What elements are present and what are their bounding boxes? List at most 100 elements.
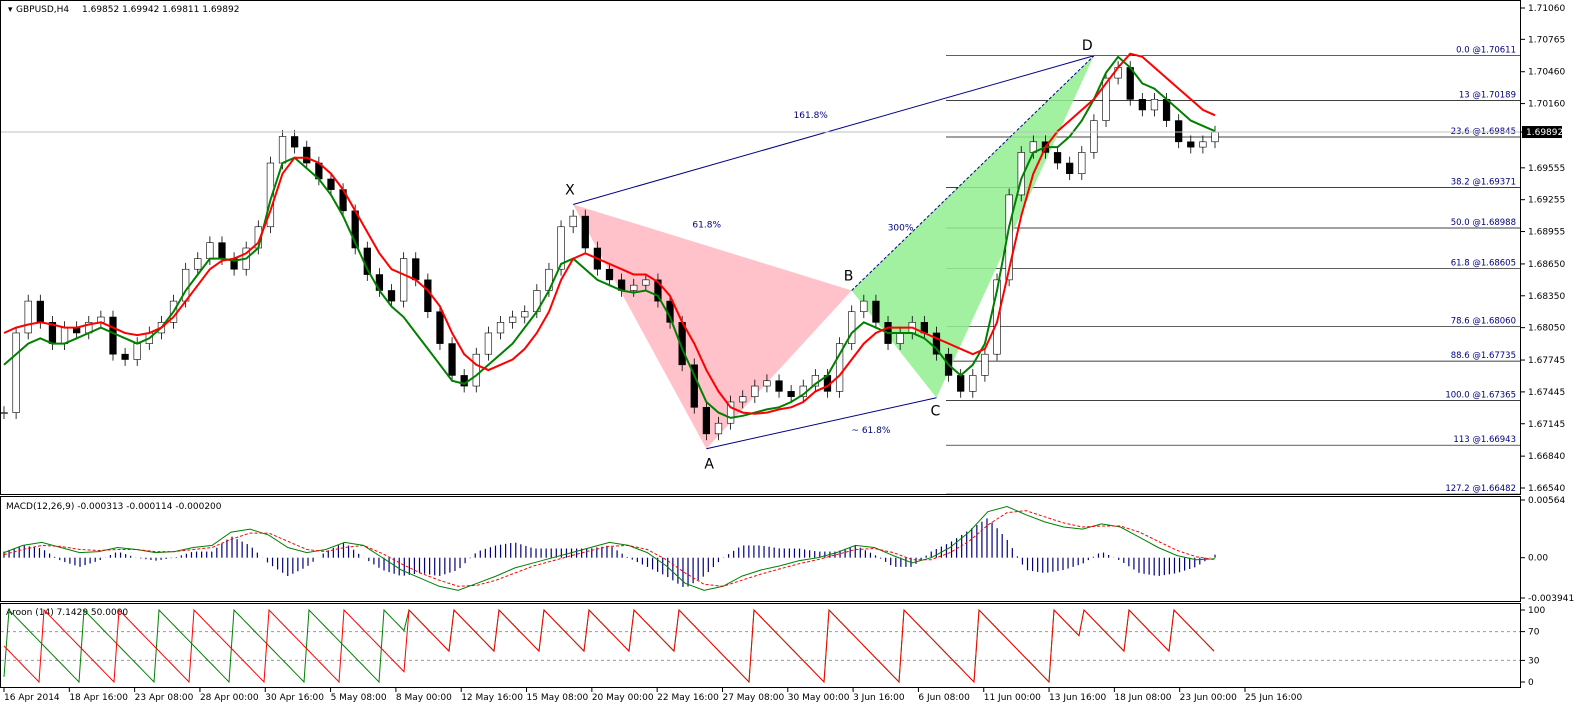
candle-body (1199, 141, 1207, 148)
candle-body (1187, 141, 1195, 148)
price-tick-label: 1.70765 (1528, 35, 1565, 45)
candle-body (387, 290, 396, 302)
candle-body (109, 316, 117, 355)
candle-body (521, 311, 529, 318)
green-moving-average (3, 55, 1216, 419)
time-tick-label: 12 May 16:00 (461, 693, 523, 703)
candle-body (278, 136, 287, 164)
pattern-triangle (573, 204, 852, 449)
macd-tick-label: 0.00564 (1528, 496, 1565, 506)
candle-body (508, 316, 517, 323)
header-ohlc: 1.69852 1.69942 1.69811 1.69892 (82, 5, 239, 15)
aroon-tick-label: 70 (1528, 628, 1540, 638)
fib-level-label: 78.6 @1.68060 (1451, 317, 1516, 327)
candle-body (605, 268, 614, 281)
candle-body (133, 343, 141, 360)
candle-body (1211, 131, 1219, 143)
aroon-indicator (1, 608, 1520, 684)
candle-body (848, 311, 856, 344)
time-tick-label: 23 Jun 00:00 (1180, 693, 1237, 703)
aroon-axis: 100 70 30 0 (1520, 606, 1545, 688)
candle-body (787, 391, 795, 397)
price-tick-label: 1.69255 (1528, 196, 1565, 206)
header-symbol-icon: ▾ (8, 5, 13, 15)
current-price-marker (1522, 126, 1562, 139)
macd-tick-label: 0.00 (1528, 554, 1548, 564)
time-tick-label: 30 Apr 16:00 (265, 693, 324, 703)
candle-body (957, 375, 965, 392)
candle-body (206, 242, 214, 259)
candle-body (218, 242, 226, 259)
candle-body (194, 258, 202, 270)
time-tick-label: 22 May 16:00 (657, 693, 719, 703)
bd-line (851, 55, 1095, 291)
pattern-point-x: X (565, 182, 575, 198)
aroon-tick-label: 0 (1528, 678, 1534, 688)
time-tick-label: 6 Jun 08:00 (918, 693, 970, 703)
fib-level-label: 50.0 @1.68988 (1451, 218, 1516, 228)
candle-body (448, 343, 456, 376)
aroon-title: Aroon (14) 7.1429 50.0000 (6, 608, 128, 618)
pattern-ratio-label: 300% (888, 223, 914, 233)
candle-body (932, 332, 941, 355)
time-tick-label: 23 Apr 08:00 (135, 693, 194, 703)
candle-body (860, 300, 868, 313)
candle-body (642, 279, 650, 286)
candle-body (1078, 152, 1086, 174)
aroon-panel-frame (0, 603, 1521, 688)
macd-tick-label: -0.003941 (1528, 594, 1574, 604)
price-tick-label: 1.71060 (1528, 4, 1565, 14)
candle-body (424, 279, 432, 313)
pattern-point-d: D (1082, 38, 1093, 54)
time-tick-label: 27 May 08:00 (722, 693, 784, 703)
candle-body (412, 258, 420, 281)
price-tick-label: 1.67145 (1528, 420, 1565, 430)
fib-level-label: 0.0 @1.70611 (1456, 46, 1516, 56)
price-tick-label: 1.68955 (1528, 228, 1565, 238)
candle-body (436, 311, 444, 344)
fib-level-label: 61.8 @1.68605 (1451, 259, 1516, 269)
fib-level-label: 88.6 @1.67735 (1451, 351, 1516, 361)
candle-body (581, 215, 589, 249)
price-tick-label: 1.68650 (1528, 260, 1565, 270)
candle-body (1090, 120, 1098, 153)
pattern-ratio-label: 61.8% (692, 220, 721, 230)
aroon-tick-label: 30 (1528, 656, 1540, 666)
candle-body (496, 322, 505, 334)
candle-body (763, 380, 771, 387)
candle-body (969, 375, 977, 392)
macd-indicator (3, 505, 1216, 591)
candle-body (557, 226, 565, 270)
time-tick-label: 28 Apr 00:00 (200, 693, 259, 703)
candle-body (266, 162, 275, 228)
time-tick-label: 20 May 00:00 (592, 693, 654, 703)
candle-body (739, 396, 747, 403)
red-moving-average (3, 52, 1216, 415)
candle-body (993, 279, 1001, 355)
candle-body (896, 332, 904, 344)
fib-level-label: 100.0 @1.67365 (1445, 390, 1516, 400)
time-tick-label: 11 Jun 00:00 (984, 693, 1041, 703)
candle-body (24, 300, 32, 334)
macd-axis: 0.00564 0.00 -0.003941 (1520, 496, 1574, 604)
candle-body (714, 422, 723, 435)
candle-body (327, 178, 335, 190)
pattern-labels: X A B C D 161.8% 61.8% 300% ~ 61.8% (565, 38, 1093, 473)
time-tick-label: 18 Apr 16:00 (69, 693, 128, 703)
time-axis: 16 Apr 2014 18 Apr 16:00 23 Apr 08:00 28 Ap… (3, 688, 1302, 703)
pattern-point-c: C (930, 404, 940, 420)
candle-body (751, 385, 759, 397)
fib-level-label: 38.2 @1.69371 (1451, 177, 1516, 187)
header-symbol: GBPUSD,H4 (16, 5, 69, 15)
time-tick-label: 5 May 08:00 (331, 693, 387, 703)
fib-level-label: 127.2 @1.66482 (1445, 484, 1516, 494)
candle-body (726, 401, 735, 424)
candle-body (1138, 99, 1146, 111)
fib-level-label: 13 @1.70189 (1459, 90, 1516, 100)
price-tick-label: 1.66540 (1528, 484, 1565, 494)
fib-level-label: 113 @1.66943 (1453, 435, 1516, 445)
price-axis: 1.71060 1.70765 1.70460 1.70160 1.69892 1.695… (1, 4, 1565, 494)
time-tick-label: 8 May 00:00 (396, 693, 452, 703)
